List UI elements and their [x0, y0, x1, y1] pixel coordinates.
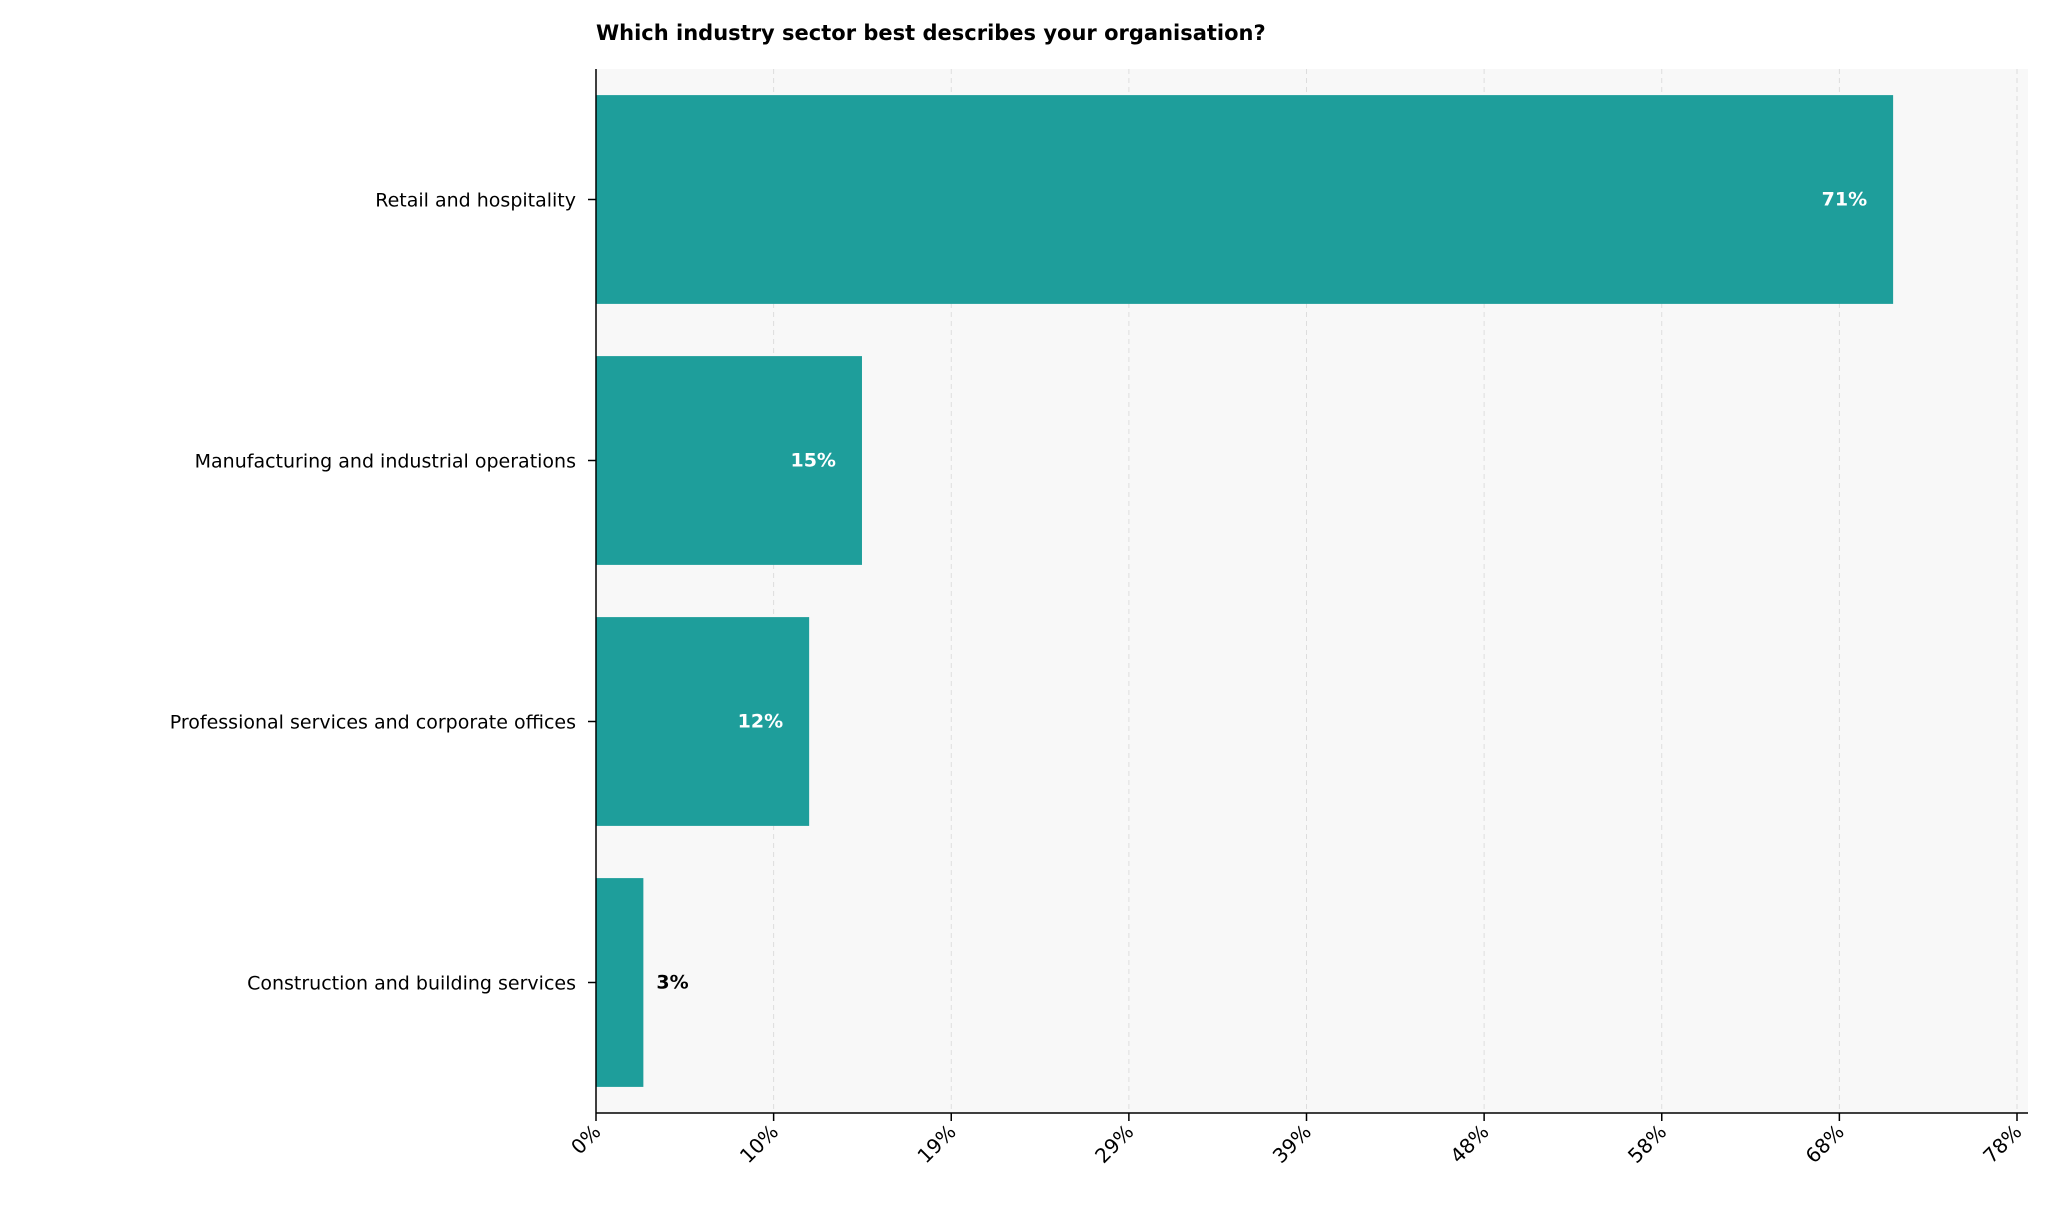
x-tick-label: 78% [1978, 1120, 2026, 1168]
y-tick-label: Professional services and corporate offi… [170, 712, 576, 734]
x-tick-label: 68% [1801, 1120, 1849, 1168]
x-tick-label: 29% [1090, 1120, 1138, 1168]
x-tick-label: 48% [1445, 1120, 1493, 1168]
y-tick-label: Construction and building services [247, 973, 576, 995]
data-label: 15% [790, 450, 835, 472]
bar [596, 878, 644, 1087]
chart-title: Which industry sector best describes you… [596, 21, 1266, 45]
bar [596, 617, 810, 826]
data-label: 3% [656, 972, 688, 994]
bar [596, 356, 862, 565]
data-label: 12% [738, 711, 783, 733]
x-tick-label: 39% [1268, 1120, 1316, 1168]
x-tick-label: 0% [566, 1120, 605, 1159]
x-tick-label: 58% [1623, 1120, 1671, 1168]
x-tick-label: 19% [912, 1120, 960, 1168]
bars: 71% 15% 12% 3% [596, 95, 1894, 1087]
bar [596, 95, 1894, 304]
x-tick-label: 10% [735, 1120, 783, 1168]
data-label: 71% [1822, 189, 1867, 211]
y-tick-label: Retail and hospitality [375, 190, 576, 212]
y-tick-label: Manufacturing and industrial operations [195, 451, 576, 473]
